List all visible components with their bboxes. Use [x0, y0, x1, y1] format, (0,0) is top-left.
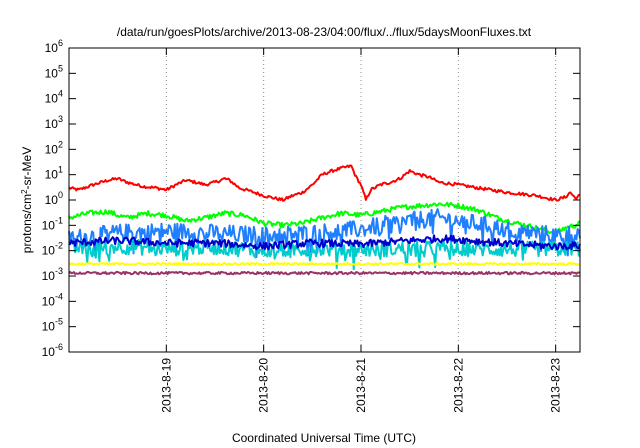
- y-tick-label: 10-6: [42, 342, 63, 359]
- y-tick-label: 10-4: [42, 291, 63, 308]
- x-axis-label: Coordinated Universal Time (UTC): [232, 431, 416, 445]
- y-tick-label: 101: [45, 165, 63, 182]
- series-line-1: [68, 201, 581, 236]
- y-tick-label: 105: [45, 63, 63, 80]
- x-tick-label: 2013-8-21: [354, 358, 368, 413]
- y-tick-label: 10-2: [42, 241, 63, 258]
- chart-title: /data/run/goesPlots/archive/2013-08-23/0…: [117, 25, 532, 39]
- x-grid: [165, 48, 557, 352]
- y-tick-label: 102: [45, 139, 63, 156]
- y-axis-label: protons/cm2-sr-MeV: [20, 147, 35, 253]
- y-tick-label: 100: [45, 190, 63, 207]
- x-axis-ticks: 2013-8-19 2013-8-20 2013-8-21 2013-8-22 2013…: [159, 48, 563, 413]
- y-tick-label: 10-5: [42, 317, 63, 334]
- data-series: [68, 164, 581, 276]
- x-tick-label: 2013-8-20: [257, 358, 271, 413]
- x-tick-label: 2013-8-23: [549, 358, 563, 413]
- series-line-6: [68, 270, 581, 276]
- y-tick-label: 10-1: [42, 215, 63, 232]
- y-tick-label: 103: [45, 114, 63, 131]
- y-tick-label: 104: [45, 89, 63, 106]
- x-tick-label: 2013-8-19: [159, 358, 173, 413]
- y-tick-label: 106: [45, 38, 63, 55]
- series-line-2: [68, 208, 581, 259]
- series-line-0: [68, 164, 581, 202]
- series-line-4: [68, 234, 581, 251]
- series-line-5: [68, 261, 580, 266]
- y-axis-ticks: 10-6 10-5 10-4 10-3 10-2 10-1 100 101 102 103 104 1…: [42, 38, 580, 359]
- y-tick-label: 10-3: [42, 266, 63, 283]
- plot-frame: [68, 47, 581, 353]
- x-tick-label: 2013-8-22: [451, 358, 465, 413]
